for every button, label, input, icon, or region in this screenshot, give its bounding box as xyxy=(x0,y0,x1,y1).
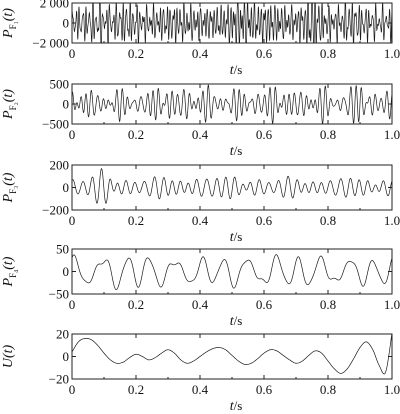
x-tick-label: 1.0 xyxy=(384,127,400,142)
y-axis-argument: (t) xyxy=(1,172,16,186)
y-axis-argument: (t) xyxy=(1,256,16,270)
x-tick-label: 0.4 xyxy=(192,382,209,397)
x-tick-label: 0.6 xyxy=(256,213,273,228)
y-axis-symbol: P xyxy=(1,277,16,287)
series-line-4-1 xyxy=(72,254,392,291)
x-tick-label: 0 xyxy=(69,382,76,397)
y-tick-label: 200 xyxy=(50,158,70,173)
y-axis-subscript: F₂ xyxy=(8,102,18,110)
y-axis-subscript: F₃ xyxy=(8,186,18,194)
x-tick-label: 0 xyxy=(69,297,76,312)
y-tick-label: −20 xyxy=(49,372,69,387)
x-tick-label: 0.2 xyxy=(128,213,144,228)
x-tick-label: 0.2 xyxy=(128,46,144,61)
y-axis-label: PF₃(t) xyxy=(1,172,18,203)
y-axis-subscript: F₄ xyxy=(8,270,18,278)
series-line-1-1 xyxy=(72,3,392,43)
y-axis-label: PF₂(t) xyxy=(1,89,18,120)
plot-frame xyxy=(71,164,393,211)
plot-frame xyxy=(71,248,393,295)
x-tick-label: 0.8 xyxy=(320,46,336,61)
x-tick-label: 0.8 xyxy=(320,297,336,312)
y-tick-label: 0 xyxy=(63,264,70,279)
x-axis-label: t/s xyxy=(230,229,243,245)
y-tick-label: 50 xyxy=(56,242,69,257)
y-axis-symbol: P xyxy=(1,110,16,120)
y-axis-symbol: P xyxy=(1,29,16,39)
x-tick-label: 0.4 xyxy=(192,297,209,312)
y-tick-label: 0 xyxy=(63,349,70,364)
x-tick-label: 0 xyxy=(69,213,76,228)
y-axis-label: PF₄(t) xyxy=(1,256,18,287)
x-tick-label: 1.0 xyxy=(384,213,400,228)
series-line-3-1 xyxy=(72,168,392,204)
x-tick-label: 0.2 xyxy=(128,127,144,142)
y-axis-subscript: F₁ xyxy=(8,21,18,29)
x-axis-unit: /s xyxy=(234,229,243,244)
y-tick-label: 0 xyxy=(63,16,70,31)
x-axis-unit: /s xyxy=(234,143,243,158)
x-tick-label: 0.4 xyxy=(192,213,209,228)
x-axis-label: t/s xyxy=(230,62,243,78)
x-tick-label: 0.2 xyxy=(128,297,144,312)
x-tick-label: 0.6 xyxy=(256,382,273,397)
x-tick-label: 0.8 xyxy=(320,382,336,397)
x-axis-variable: t xyxy=(230,144,235,159)
x-axis-unit: /s xyxy=(234,398,243,413)
y-tick-label: −500 xyxy=(42,117,69,132)
x-axis-label: t/s xyxy=(230,398,243,414)
y-tick-label: −200 xyxy=(42,203,69,218)
x-tick-label: 0.6 xyxy=(256,297,273,312)
x-tick-label: 1.0 xyxy=(384,382,400,397)
x-axis-label: t/s xyxy=(230,313,243,329)
x-tick-label: 0.4 xyxy=(192,127,209,142)
x-axis-label: t/s xyxy=(230,143,243,159)
x-tick-label: 1.0 xyxy=(384,297,400,312)
x-tick-label: 0.4 xyxy=(192,46,209,61)
x-tick-label: 0.6 xyxy=(256,46,273,61)
x-tick-label: 0.8 xyxy=(320,213,336,228)
y-tick-label: 20 xyxy=(56,327,69,342)
x-axis-variable: t xyxy=(230,314,235,329)
x-axis-unit: /s xyxy=(234,313,243,328)
y-axis-label: U(t) xyxy=(1,344,16,368)
y-axis-label: PF₁(t) xyxy=(1,8,18,39)
x-tick-label: 0.8 xyxy=(320,127,336,142)
x-axis-variable: t xyxy=(230,399,235,414)
y-tick-label: 500 xyxy=(50,77,70,92)
y-tick-label: 0 xyxy=(63,97,70,112)
y-tick-label: 0 xyxy=(63,180,70,195)
y-axis-argument: (t) xyxy=(1,344,16,358)
x-tick-label: 0.2 xyxy=(128,382,144,397)
x-axis-variable: t xyxy=(230,63,235,78)
y-axis-argument: (t) xyxy=(1,89,16,103)
x-axis-unit: /s xyxy=(234,62,243,77)
y-axis-symbol: U xyxy=(1,357,16,368)
y-axis-argument: (t) xyxy=(1,8,16,22)
y-tick-label: −50 xyxy=(49,287,69,302)
series-line-5-1 xyxy=(72,334,392,375)
y-axis-symbol: P xyxy=(1,193,16,203)
x-tick-label: 1.0 xyxy=(384,46,400,61)
y-tick-label: −2 000 xyxy=(32,36,69,51)
y-tick-label: 2 000 xyxy=(40,0,69,11)
x-tick-label: 0 xyxy=(69,127,76,142)
x-tick-label: 0.6 xyxy=(256,127,273,142)
x-tick-label: 0 xyxy=(69,46,76,61)
x-axis-variable: t xyxy=(230,230,235,245)
series-line-2-1 xyxy=(72,84,392,124)
